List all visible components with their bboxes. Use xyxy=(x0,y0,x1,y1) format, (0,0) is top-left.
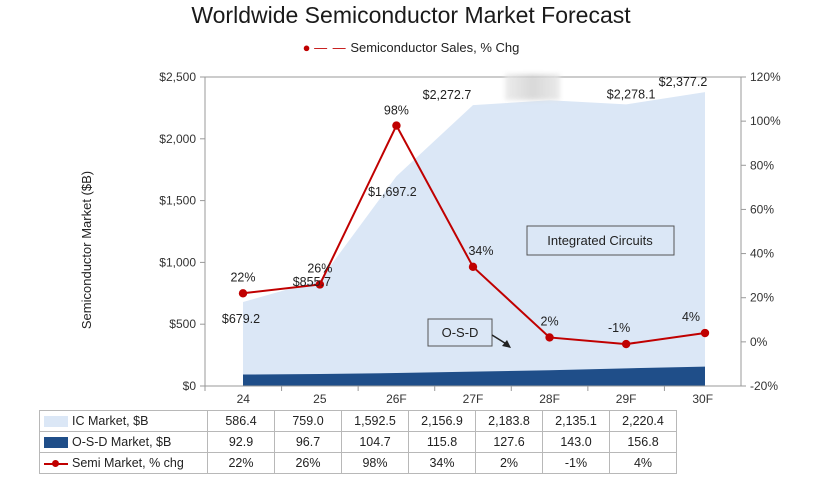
pct-label: 26% xyxy=(307,261,332,275)
table-row-header: IC Market, $B xyxy=(39,410,208,432)
data-table: IC Market, $B 586.4 759.0 1,592.5 2,156.9 2,1… xyxy=(39,410,677,474)
table-cell: 34% xyxy=(408,452,476,474)
pct-point xyxy=(545,333,554,342)
y2-tick-label: -20% xyxy=(750,379,778,393)
pct-label: 4% xyxy=(682,310,700,324)
table-row-header: Semi Market, % chg xyxy=(39,452,208,474)
total-label: $1,697.2 xyxy=(368,185,417,199)
table-cell: 2% xyxy=(475,452,543,474)
y-tick-label: $2,000 xyxy=(159,132,196,146)
pct-label: 2% xyxy=(541,314,559,328)
y2-tick-label: 100% xyxy=(750,114,781,128)
table-row: O-S-D Market, $B 92.9 96.7 104.7 115.8 127.6 1… xyxy=(39,431,677,453)
table-cell: 115.8 xyxy=(408,431,476,453)
table-row-label: IC Market, $B xyxy=(72,414,149,428)
table-cell: 4% xyxy=(609,452,677,474)
ic-annotation-box xyxy=(526,225,675,256)
x-tick-label: 29F xyxy=(616,392,637,406)
total-label: $2,272.7 xyxy=(423,88,472,102)
ic-area xyxy=(243,92,705,387)
x-tick-label: 25 xyxy=(313,392,327,406)
pct-point xyxy=(700,328,710,338)
y-axis-label: Semiconductor Market ($B) xyxy=(79,171,94,329)
ic-annotation-label: Integrated Circuits xyxy=(547,233,653,248)
pct-point xyxy=(315,280,325,289)
y-tick-label: $500 xyxy=(169,317,196,331)
table-cell: 156.8 xyxy=(609,431,677,453)
chart-plot: $2,500 $2,000 $1,500 $1,000 $500 $0 120% 100% 80… xyxy=(79,70,781,406)
plot-frame xyxy=(204,76,742,387)
y-tick-label: $2,500 xyxy=(159,70,196,84)
table-row-label: O-S-D Market, $B xyxy=(72,435,172,449)
x-tick-label: 26F xyxy=(386,392,407,406)
total-label: $2,377.2 xyxy=(659,75,708,89)
y2-tick-label: 120% xyxy=(750,70,781,84)
x-tick-label: 30F xyxy=(692,392,713,406)
osd-area xyxy=(243,366,705,386)
table-cell: 143.0 xyxy=(542,431,610,453)
ic-swatch-icon xyxy=(44,416,68,428)
table-row-label: Semi Market, % chg xyxy=(72,456,184,470)
pct-label: -1% xyxy=(608,321,630,335)
table-cell: 96.7 xyxy=(274,431,342,453)
y-tick-label: $1,500 xyxy=(159,194,196,208)
x-tick-label: 28F xyxy=(539,392,560,406)
y-tick-label: $1,000 xyxy=(159,255,196,269)
x-tick-label: 27F xyxy=(463,392,484,406)
blur-smudge xyxy=(505,74,560,100)
pct-point xyxy=(621,339,631,349)
table-cell: 26% xyxy=(274,452,342,474)
table-row-header: O-S-D Market, $B xyxy=(39,431,208,453)
table-cell: -1% xyxy=(542,452,610,474)
total-label: $2,278.1 xyxy=(607,87,656,101)
y2-tick-label: 40% xyxy=(750,247,774,261)
table-row: Semi Market, % chg 22% 26% 98% 34% 2% -1% 4% xyxy=(39,452,677,474)
y2-tick-label: 60% xyxy=(750,202,774,216)
pct-point xyxy=(468,262,478,272)
pct-label: 34% xyxy=(468,244,493,258)
x-tick-label: 24 xyxy=(237,392,251,406)
osd-swatch-icon xyxy=(44,437,68,449)
pct-label: 22% xyxy=(230,270,255,284)
y2-tick-label: 80% xyxy=(750,158,774,172)
y-tick-label: $0 xyxy=(183,379,197,393)
y2-tick-label: 20% xyxy=(750,291,774,305)
total-label: $855.7 xyxy=(293,275,331,289)
table-row: IC Market, $B 586.4 759.0 1,592.5 2,156.9 2,1… xyxy=(39,410,677,432)
table-cell: 2,183.8 xyxy=(475,410,543,432)
pct-point xyxy=(392,121,401,130)
table-cell: 586.4 xyxy=(207,410,275,432)
table-cell: 98% xyxy=(341,452,409,474)
total-label: $679.2 xyxy=(222,312,260,326)
osd-arrow-icon xyxy=(502,340,511,348)
table-cell: 2,220.4 xyxy=(609,410,677,432)
semi-swatch-icon xyxy=(44,458,68,469)
chart-title: Worldwide Semiconductor Market Forecast xyxy=(191,2,631,28)
legend-line-icon: — — xyxy=(314,40,347,55)
pct-label: 98% xyxy=(384,104,409,118)
chart-legend: ● — — Semiconductor Sales, % Chg xyxy=(0,40,822,55)
table-cell: 127.6 xyxy=(475,431,543,453)
table-cell: 92.9 xyxy=(207,431,275,453)
legend-marker-icon: ● xyxy=(302,40,311,55)
table-cell: 104.7 xyxy=(341,431,409,453)
osd-annotation-label: O-S-D xyxy=(442,325,479,340)
y2-tick-label: 0% xyxy=(750,335,768,349)
table-cell: 22% xyxy=(207,452,275,474)
table-cell: 2,156.9 xyxy=(408,410,476,432)
table-cell: 2,135.1 xyxy=(542,410,610,432)
pct-point xyxy=(238,289,248,298)
table-cell: 759.0 xyxy=(274,410,342,432)
table-cell: 1,592.5 xyxy=(341,410,409,432)
legend-label: Semiconductor Sales, % Chg xyxy=(350,40,520,55)
osd-annotation-box xyxy=(427,318,493,347)
